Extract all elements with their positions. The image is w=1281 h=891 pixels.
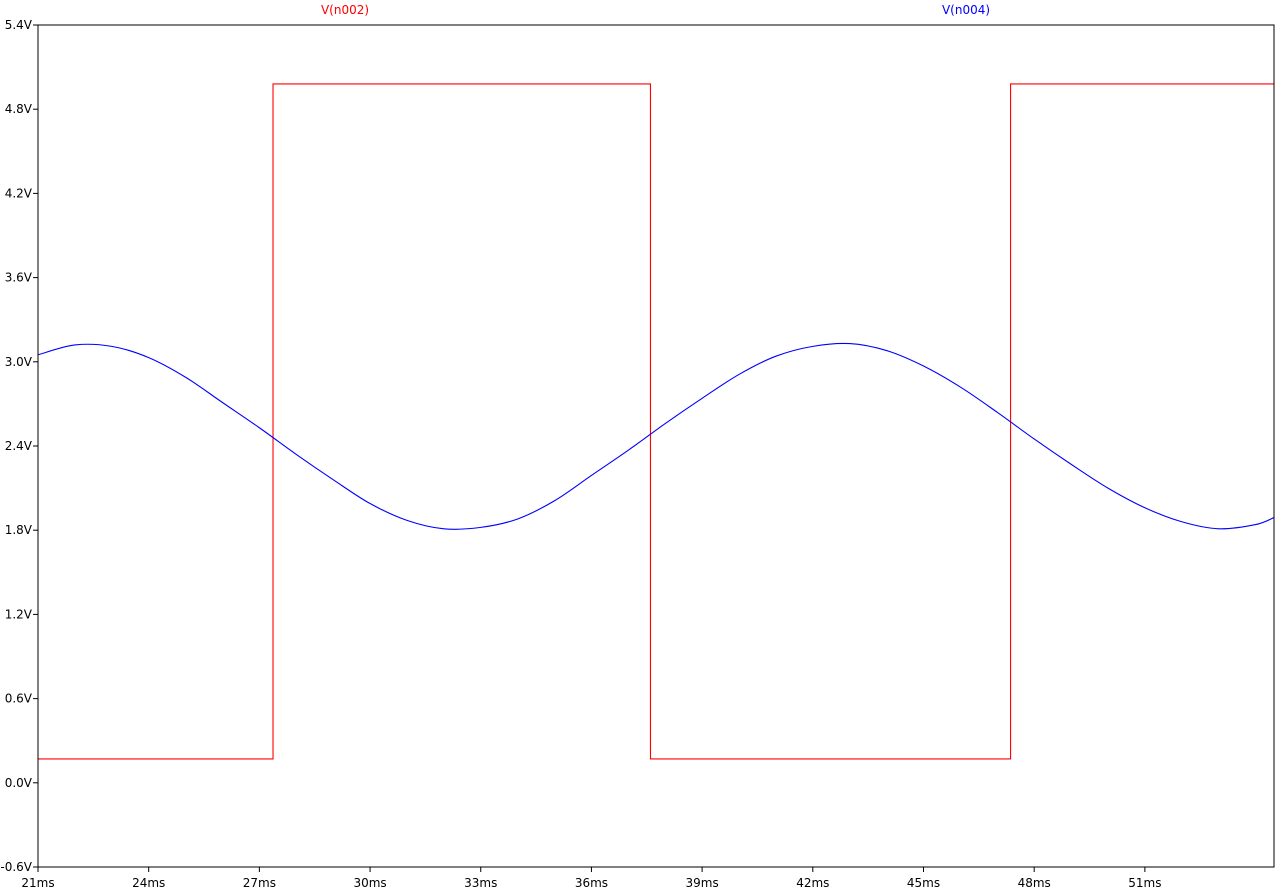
x-tick-label: 21ms: [21, 876, 54, 890]
x-tick-label: 30ms: [353, 876, 386, 890]
x-tick-label: 36ms: [575, 876, 608, 890]
legend: V(n002) V(n004): [321, 3, 990, 17]
x-tick-label: 45ms: [907, 876, 940, 890]
series-line-v-n004: [38, 342, 1274, 530]
x-tick-label: 27ms: [243, 876, 276, 890]
series-layer: [38, 83, 1274, 760]
y-tick-label: 0.0V: [5, 776, 33, 790]
y-tick-label: -0.6V: [0, 860, 32, 874]
y-tick-label: 4.2V: [5, 186, 33, 200]
y-tick-label: 2.4V: [5, 439, 33, 453]
x-tick-label: 24ms: [132, 876, 165, 890]
x-tick-label: 51ms: [1128, 876, 1161, 890]
y-tick-label: 3.0V: [5, 355, 33, 369]
y-tick-label: 3.6V: [5, 271, 33, 285]
legend-series-label: V(n002): [321, 3, 369, 17]
x-tick-label: 39ms: [686, 876, 719, 890]
y-axis: 5.4V 4.8V 4.2V 3.6V 3.0V 2.4V 1.8V 1.2V 0.6V 0.0V…: [0, 18, 38, 874]
y-tick-label: 1.2V: [5, 607, 33, 621]
series-line-v-n002: [38, 83, 1274, 760]
y-tick-label: 0.6V: [5, 692, 33, 706]
x-tick-label: 42ms: [796, 876, 829, 890]
x-tick-label: 48ms: [1018, 876, 1051, 890]
y-tick-label: 5.4V: [5, 18, 33, 32]
y-tick-label: 4.8V: [5, 102, 33, 116]
x-axis: 21ms 24ms 27ms 30ms 33ms 36ms 39ms 42ms 45ms 48ms…: [21, 867, 1161, 890]
y-tick-label: 1.8V: [5, 523, 33, 537]
x-tick-label: 33ms: [464, 876, 497, 890]
legend-series-label: V(n004): [942, 3, 990, 17]
